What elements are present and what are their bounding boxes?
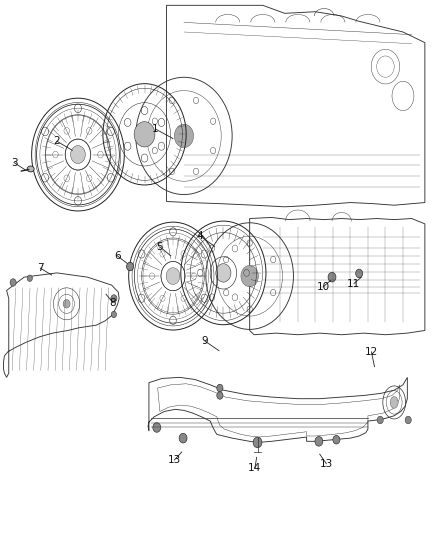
Text: 9: 9 [201,336,208,346]
Text: 3: 3 [11,158,18,167]
Text: 14: 14 [248,463,261,473]
Text: 11: 11 [347,279,360,288]
Circle shape [111,295,117,302]
Ellipse shape [216,264,231,282]
Text: 7: 7 [37,263,44,273]
Text: 6: 6 [114,251,121,261]
Text: 12: 12 [365,347,378,357]
Ellipse shape [134,122,155,147]
Text: 13: 13 [168,455,181,465]
Circle shape [217,384,223,392]
Ellipse shape [27,166,34,172]
Ellipse shape [174,124,194,148]
Ellipse shape [71,146,85,164]
Circle shape [127,262,134,271]
Circle shape [333,435,340,444]
Circle shape [111,311,117,318]
Text: 10: 10 [317,282,330,292]
Text: 8: 8 [110,298,117,308]
Text: 5: 5 [156,242,163,252]
Circle shape [356,269,363,278]
Circle shape [153,423,161,432]
Text: 1: 1 [152,124,159,134]
Ellipse shape [390,397,398,408]
Text: 4: 4 [196,231,203,240]
Circle shape [63,300,70,308]
Ellipse shape [241,265,258,287]
Circle shape [253,437,262,448]
Circle shape [315,437,323,446]
Circle shape [27,275,32,281]
Circle shape [328,272,336,282]
Circle shape [217,392,223,399]
Circle shape [377,416,383,424]
Ellipse shape [166,268,180,285]
Text: 2: 2 [53,136,60,146]
Circle shape [179,433,187,443]
Circle shape [10,279,16,286]
Circle shape [405,416,411,424]
Text: 13: 13 [320,459,333,469]
